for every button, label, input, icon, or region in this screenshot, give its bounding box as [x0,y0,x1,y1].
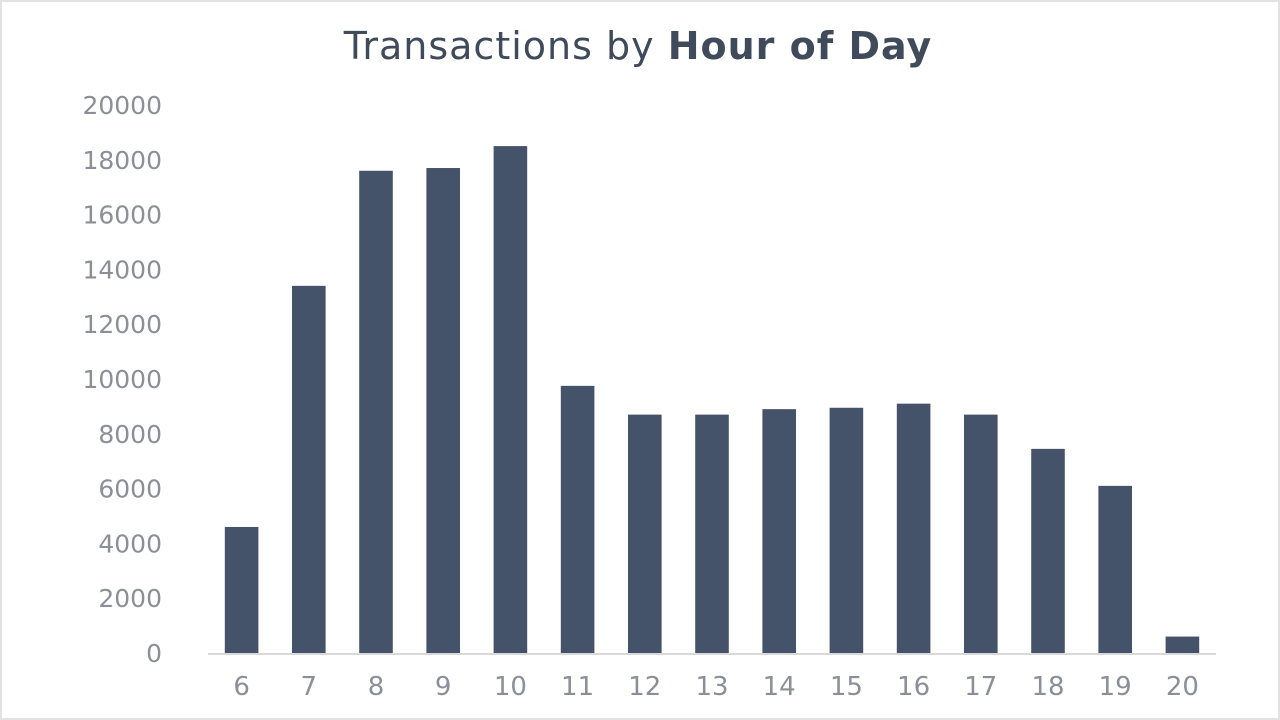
y-tick-label: 14000 [82,255,162,284]
y-tick-label: 0 [146,639,162,668]
x-tick-label: 15 [830,672,863,702]
bar-hour-13 [695,414,729,653]
y-tick-label: 6000 [98,475,162,504]
bar-hour-18 [1031,448,1065,653]
x-tick-label: 11 [561,672,594,702]
x-tick-label: 16 [897,672,930,702]
chart-title-light: Transactions by [343,24,655,68]
x-tick-label: 17 [964,672,997,702]
x-tick-label: 20 [1166,672,1199,702]
x-tick-label: 10 [494,672,527,702]
bar-hour-15 [829,407,864,653]
y-tick-label: 8000 [98,420,162,449]
y-tick-label: 18000 [82,146,162,175]
chart-title-bold: Hour of Day [667,24,933,68]
bar-hour-14 [762,409,796,653]
x-tick-label: 8 [368,672,385,702]
bar-series [224,146,1200,653]
bar-hour-16 [896,403,931,653]
bar-hour-6 [224,526,259,653]
y-tick-label: 12000 [82,310,162,339]
x-tick-label: 13 [695,672,728,702]
y-tick-label: 16000 [82,201,162,230]
x-tick-label: 19 [1099,672,1132,702]
x-axis: 6 7 8 9 10 11 12 13 14 15 16 17 18 19 20 [233,672,1199,702]
y-tick-label: 20000 [82,91,162,120]
y-tick-label: 4000 [98,529,162,558]
y-tick-label: 10000 [82,365,162,394]
bar-hour-20 [1165,636,1200,653]
x-tick-label: 18 [1031,672,1064,702]
x-tick-label: 14 [763,672,796,702]
y-axis: 0 2000 4000 6000 8000 10000 12000 14000 16000 180… [82,91,162,668]
bar-hour-10 [493,146,528,653]
bar-hour-19 [1098,485,1132,653]
x-tick-label: 12 [628,672,661,702]
bar-hour-17 [964,414,998,653]
bar-hour-7 [292,285,326,653]
bar-hour-12 [628,414,662,653]
chart-title: Transactions by Hour of Day [0,24,1276,68]
x-tick-label: 6 [233,672,250,702]
y-tick-label: 2000 [98,584,162,613]
bar-hour-9 [426,168,460,653]
x-tick-label: 9 [435,672,452,702]
x-tick-label: 7 [301,672,318,702]
bar-hour-8 [359,170,393,653]
bar-hour-11 [560,385,595,653]
